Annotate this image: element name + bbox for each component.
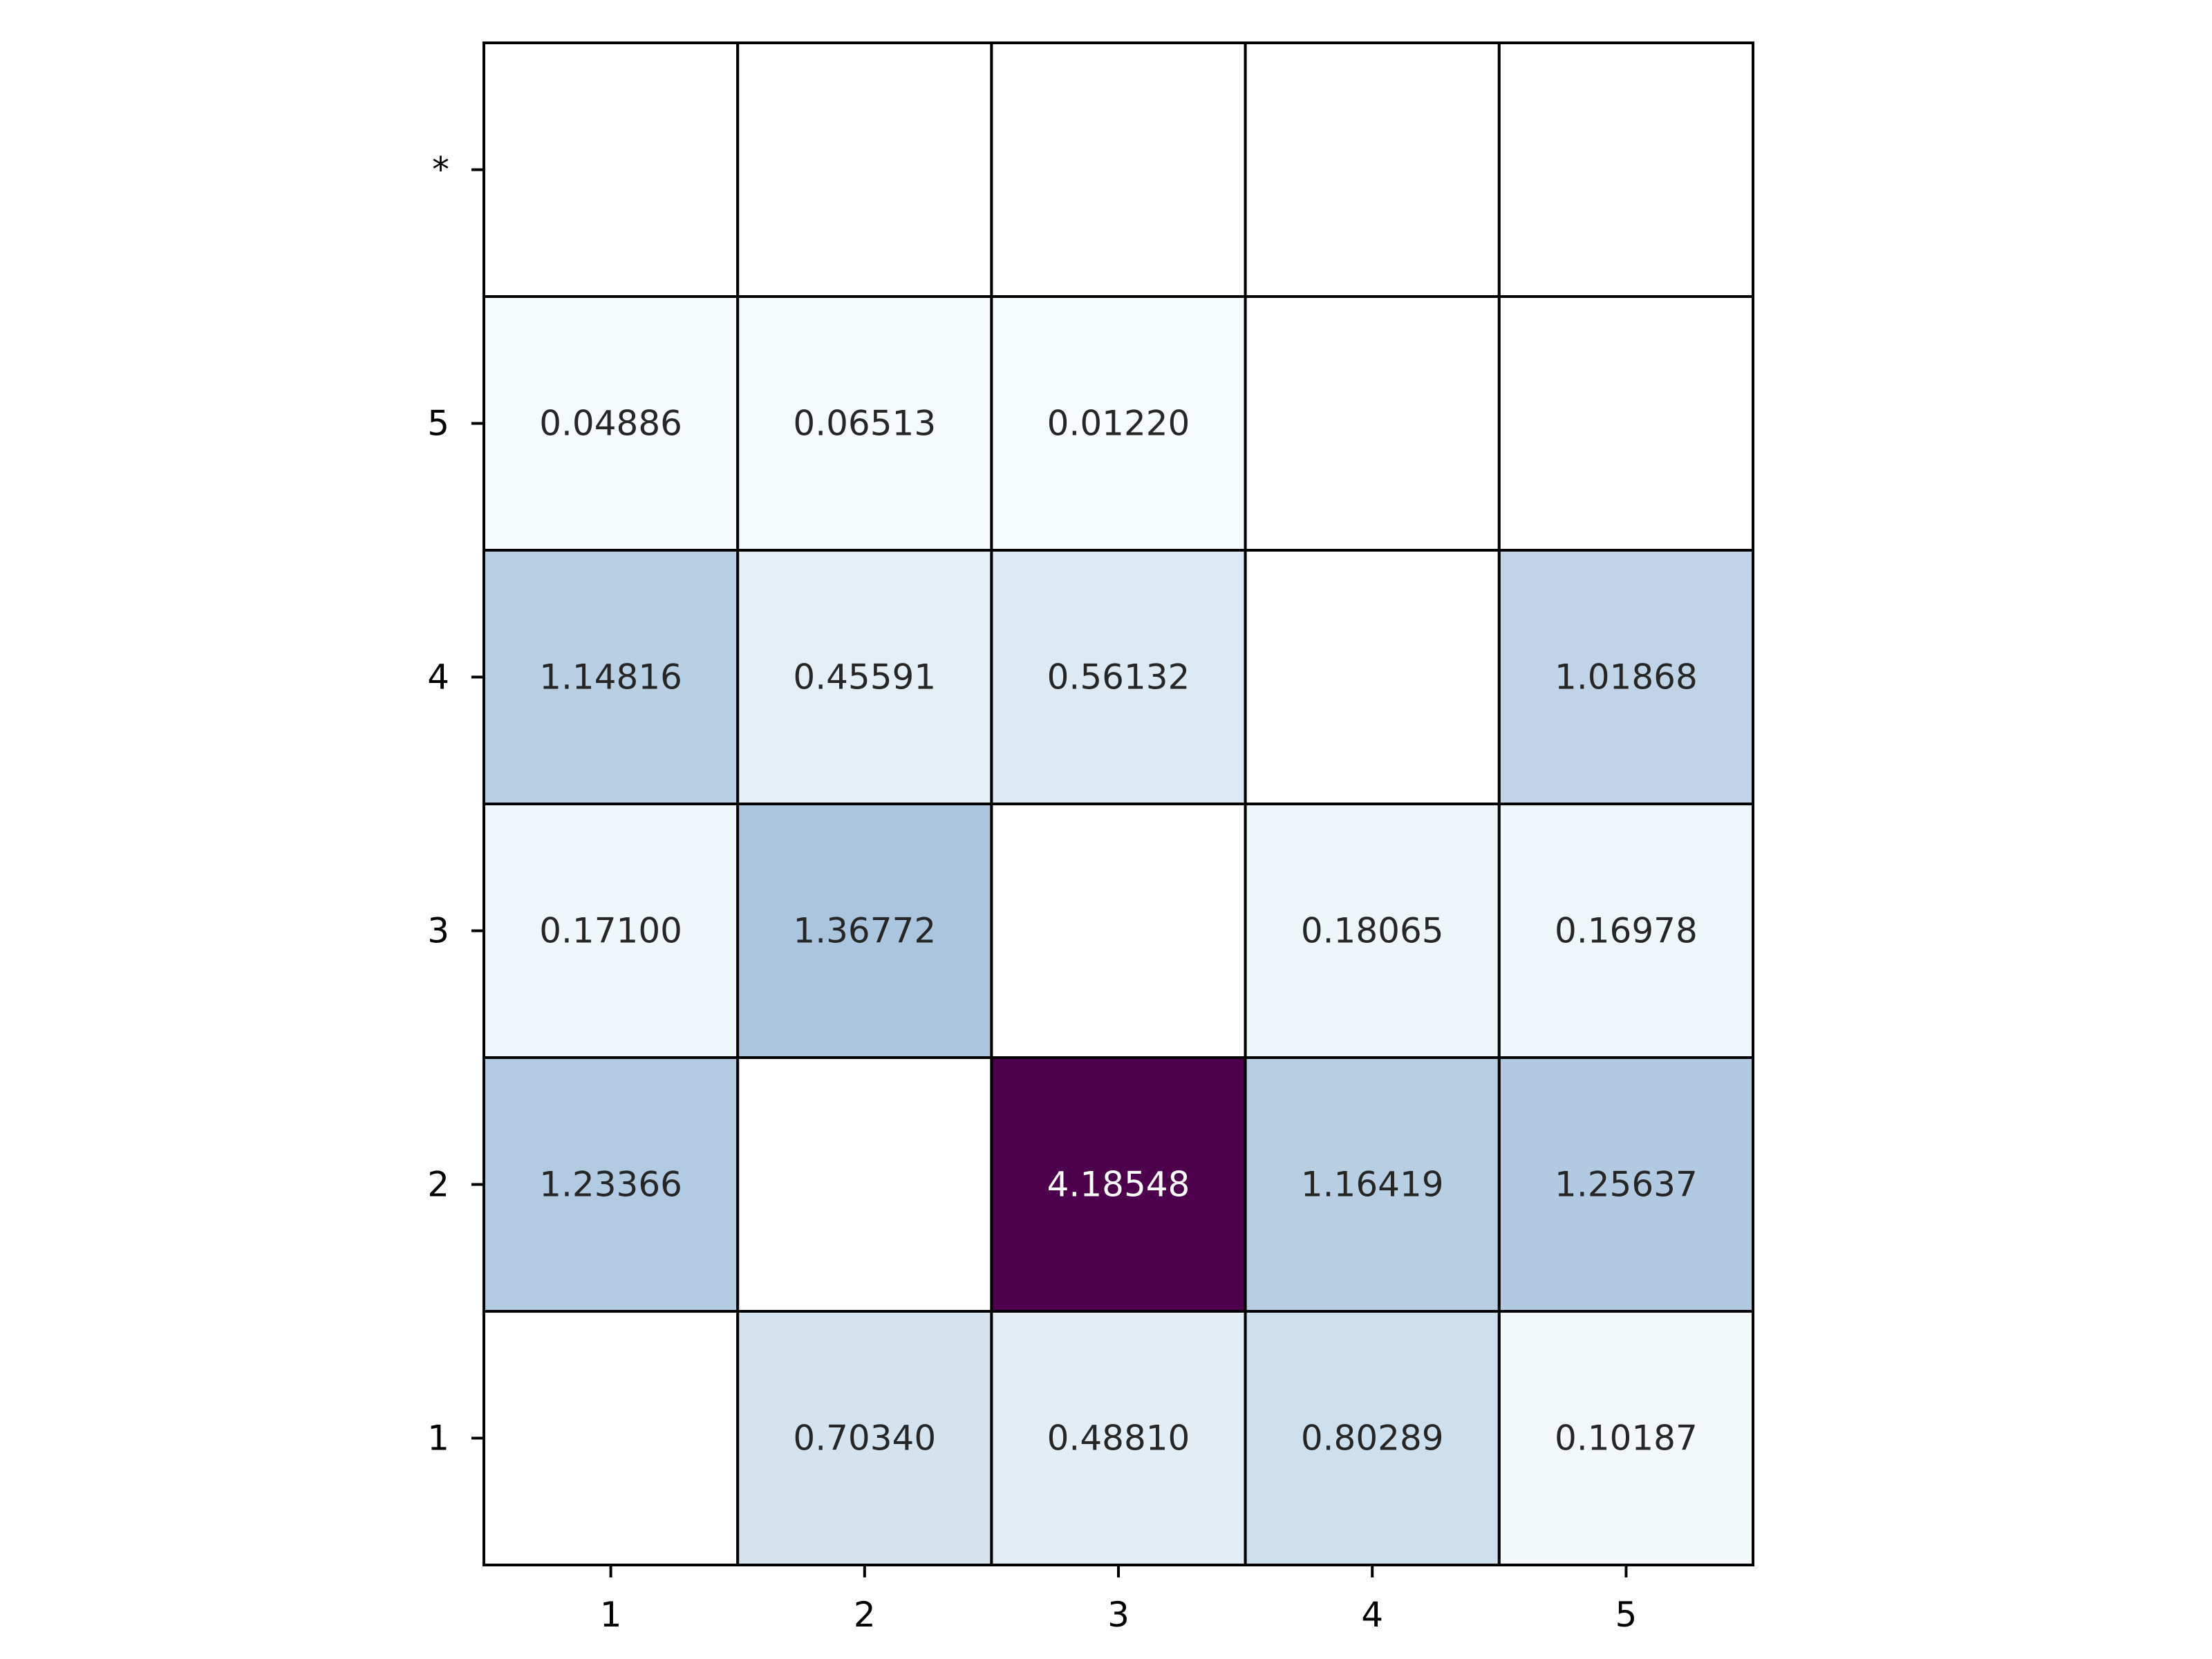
heatmap-cell-r1-c1 [482,1310,740,1566]
cell-value-label: 1.36772 [793,911,936,951]
heatmap-cell-labels: 0.04886 0.06513 0.01220 1.14816 0.45591 0.561… [539,404,1698,1459]
x-tick-label: 5 [1615,1595,1637,1635]
heatmap-cell-r5-c4 [1244,295,1501,552]
heatmap-cell-rstar-c1 [482,41,740,298]
y-tick-label: 1 [427,1418,449,1459]
heatmap-axes: * 5 4 3 2 1 1 2 3 4 5 [427,41,1754,1635]
y-tick-label: 3 [427,911,449,951]
heatmap-cell-r1-c4 [1244,1310,1501,1566]
cell-value-label: 1.01868 [1555,657,1698,697]
heatmap-cell-rstar-c3 [990,41,1247,298]
cell-value-label: 0.56132 [1047,657,1190,697]
plot-frame [482,41,1754,1566]
x-tick-label: 4 [1361,1595,1383,1635]
cell-value-label: 0.18065 [1301,911,1444,951]
cell-value-label: 1.23366 [539,1165,682,1205]
cell-value-label: 0.70340 [793,1418,936,1459]
cell-value-label: 0.01220 [1047,404,1190,444]
y-tick-label: 5 [427,404,449,444]
cell-value-label: 1.25637 [1555,1165,1698,1205]
heatmap-cell-r5-c2 [736,295,993,552]
x-tick-label: 1 [600,1595,622,1635]
cell-value-label: 4.18548 [1047,1165,1190,1205]
cell-value-label: 1.14816 [539,657,682,697]
heatmap-cell-r4-c2 [736,549,993,805]
heatmap-cell-r1-c5 [1497,1310,1755,1566]
heatmap-cells [482,41,1755,1566]
heatmap-cell-r5-c5 [1497,295,1755,552]
cell-value-label: 0.48810 [1047,1418,1190,1459]
cell-value-label: 0.45591 [793,657,936,697]
y-tick-label: 4 [427,657,449,697]
heatmap-cell-r2-c4 [1244,1056,1501,1313]
heatmap-cell-r2-c3 [990,1056,1247,1313]
cell-value-label: 0.10187 [1555,1418,1698,1459]
heatmap-cell-rstar-c5 [1497,41,1755,298]
heatmap-cell-rstar-c2 [736,41,993,298]
cell-value-label: 0.17100 [539,911,682,951]
heatmap-cell-r4-c4 [1244,549,1501,805]
cell-value-label: 0.06513 [793,404,936,444]
heatmap-cell-r4-c3 [990,549,1247,805]
heatmap-cell-r2-c5 [1497,1056,1755,1313]
cell-value-label: 0.80289 [1301,1418,1444,1459]
heatmap-cell-r1-c2 [736,1310,993,1566]
x-tick-label: 2 [854,1595,876,1635]
heatmap-cell-r5-c1 [482,295,740,552]
cell-value-label: 1.16419 [1301,1165,1444,1205]
heatmap-cell-r4-c1 [482,549,740,805]
heatmap-cell-r5-c3 [990,295,1247,552]
x-tick-label: 3 [1107,1595,1130,1635]
y-tick-label: 2 [427,1165,449,1205]
heatmap-cell-r3-c3 [990,803,1247,1059]
cell-value-label: 0.04886 [539,404,682,444]
heatmap-cell-rstar-c4 [1244,41,1501,298]
heatmap-cell-r2-c2 [736,1056,993,1313]
heatmap-cell-r3-c4 [1244,803,1501,1059]
heatmap-cell-r1-c3 [990,1310,1247,1566]
cell-value-label: 0.16978 [1555,911,1698,951]
heatmap-cell-r2-c1 [482,1056,740,1313]
y-tick-label: * [432,150,449,190]
